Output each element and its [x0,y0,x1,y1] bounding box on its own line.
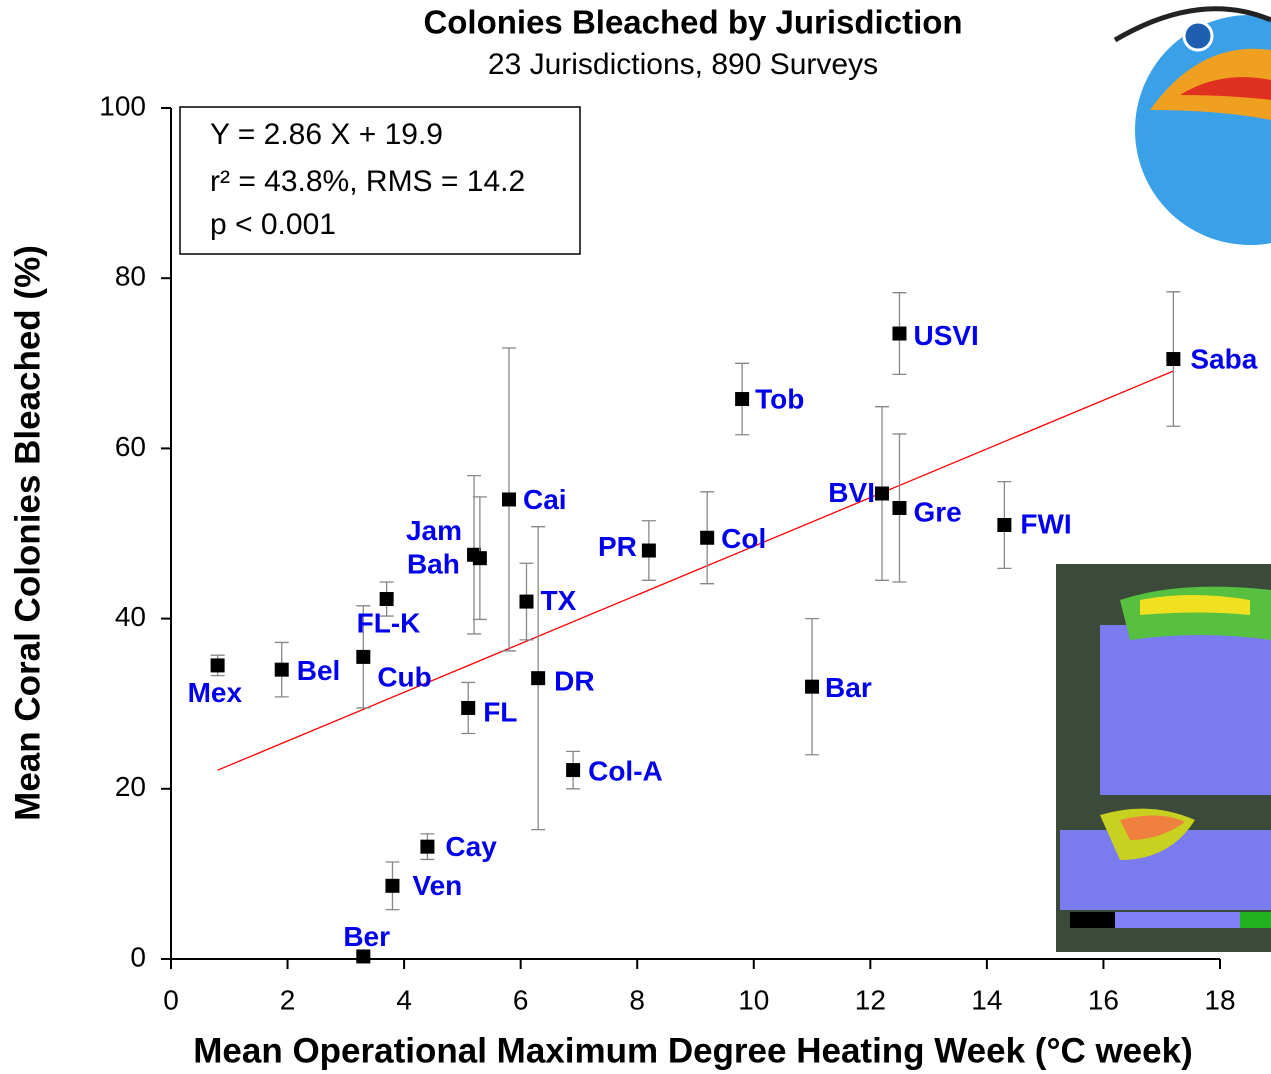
point-label: FL [483,696,517,727]
point-label: Cai [523,484,567,515]
point [1166,352,1181,367]
point [735,392,750,407]
point-label: Col [721,523,766,554]
point [385,878,400,893]
point-label: Jam [406,515,462,546]
x-tick-label: 16 [1088,984,1119,1015]
fit-line [217,370,1174,771]
point [274,662,289,677]
point-label: Saba [1190,343,1257,374]
y-tick-label: 20 [115,771,146,802]
point [461,700,476,715]
point-label: Ber [343,921,390,952]
point [892,326,907,341]
x-axis-label: Mean Operational Maximum Degree Heating … [193,1031,1192,1070]
point [892,500,907,515]
x-tick-label: 8 [629,984,645,1015]
point-label: Mex [188,677,243,708]
point-label: Cay [445,831,497,862]
point [356,649,371,664]
chart-subtitle: 23 Jurisdictions, 890 Surveys [488,48,878,81]
point-label: DR [554,666,594,697]
point [874,486,889,501]
point-label: BVI [828,477,875,508]
point [472,551,487,566]
point-label: Gre [913,496,961,527]
point [356,949,371,964]
point-label: FL-K [357,607,421,638]
point [519,594,534,609]
y-axis-label: Mean Coral Colonies Bleached (%) [8,245,47,821]
point-label: Bah [407,549,460,580]
annotation-box [179,106,581,255]
point [379,592,394,607]
chart-title: Colonies Bleached by Jurisdiction [423,4,962,41]
point-label: TX [540,585,576,616]
point-label: USVI [913,320,978,351]
y-tick-label: 100 [99,90,146,121]
y-tick-label: 80 [115,261,146,292]
x-tick-label: 6 [513,984,529,1015]
point [210,658,225,673]
y-tick-label: 0 [130,941,146,972]
annotation: r² = 43.8%, RMS = 14.2 [210,165,525,198]
point [502,492,517,507]
point-label: Bar [825,672,872,703]
point-label: Tob [755,383,804,414]
point-label: Ven [412,870,462,901]
point [566,763,581,778]
point-label: PR [598,531,637,562]
point-label: FWI [1020,508,1071,539]
x-tick-label: 18 [1204,984,1235,1015]
point [805,679,820,694]
point-label: Cub [377,661,431,692]
annotation: p < 0.001 [210,208,336,241]
inset-map [1056,564,1271,952]
point-label: Bel [297,655,341,686]
y-tick-label: 60 [115,431,146,462]
x-tick-label: 4 [396,984,412,1015]
point [420,839,435,854]
x-tick-label: 12 [855,984,886,1015]
point [997,517,1012,532]
point [700,530,715,545]
point [641,543,656,558]
annotation: Y = 2.86 X + 19.9 [210,118,443,151]
x-tick-label: 10 [738,984,769,1015]
x-tick-label: 14 [971,984,1002,1015]
point [531,671,546,686]
logo [1113,6,1271,245]
point-label: Col-A [588,755,663,786]
x-tick-label: 2 [280,984,296,1015]
x-tick-label: 0 [163,984,179,1015]
y-tick-label: 40 [115,601,146,632]
